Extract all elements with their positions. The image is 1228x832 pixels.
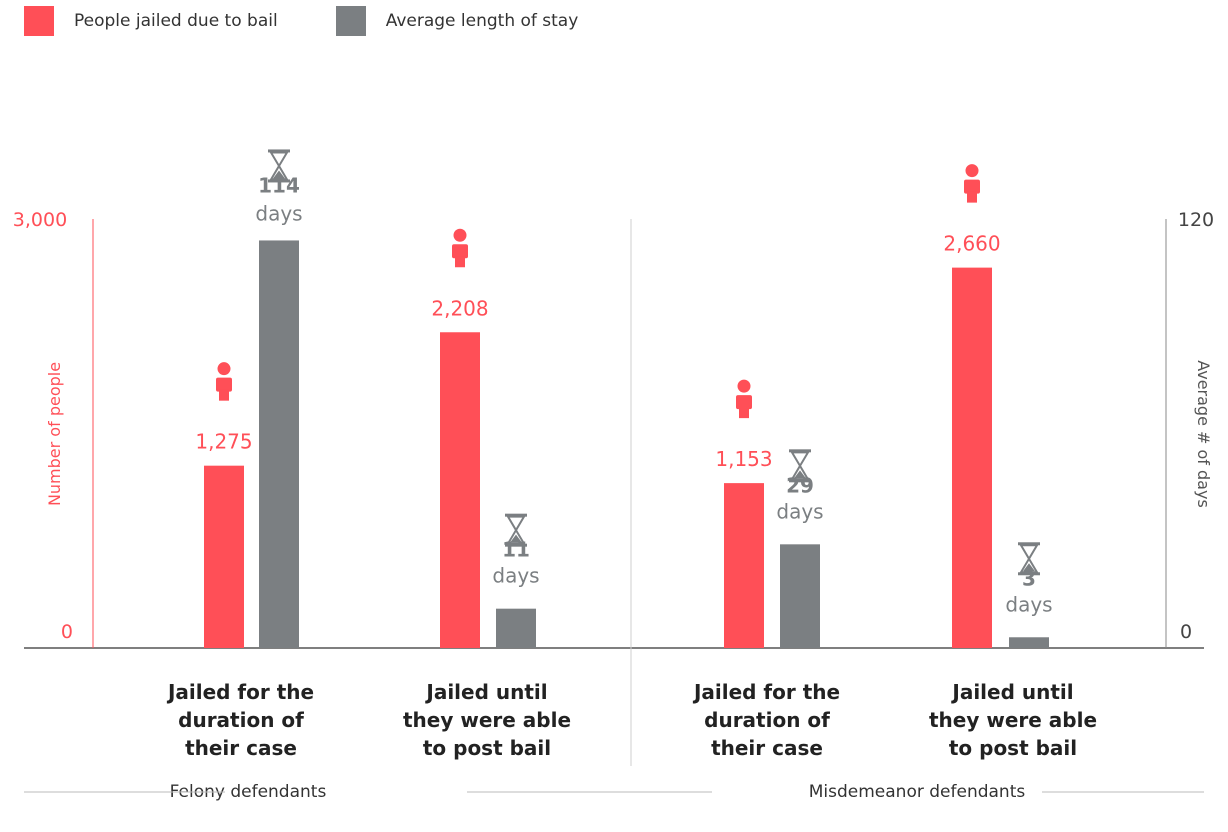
hourglass-icon — [794, 470, 806, 479]
hourglass-icon — [510, 534, 522, 543]
data-label-days-unit: days — [492, 564, 539, 588]
hourglass-icon — [789, 479, 811, 483]
y-right-tick-label: 120 — [1178, 209, 1214, 231]
person-icon — [967, 191, 977, 203]
bar-people — [952, 267, 992, 648]
hourglass-icon — [1018, 572, 1040, 576]
hourglass-icon — [1023, 563, 1035, 572]
y-right-tick-label: 0 — [1180, 621, 1192, 643]
bar-people — [204, 465, 244, 648]
category-label: Jailed for the — [692, 680, 840, 704]
group-label: Felony defendants — [170, 782, 327, 802]
y-axis-right-title: Average # of days — [1194, 360, 1213, 508]
legend-swatch-days — [335, 6, 366, 36]
legend-label-people: People jailed due to bail — [74, 11, 278, 31]
category-label: they were able — [403, 708, 571, 732]
bar-days — [259, 240, 299, 648]
person-icon — [219, 389, 229, 401]
category-label: to post bail — [949, 736, 1077, 760]
hourglass-icon — [789, 449, 811, 453]
category-label: Jailed until — [950, 680, 1073, 704]
hourglass-icon — [1019, 544, 1039, 574]
person-icon — [455, 256, 465, 268]
category-label: they were able — [929, 708, 1097, 732]
data-label-days-unit: days — [1005, 592, 1052, 616]
person-icon — [452, 244, 468, 259]
data-label-people: 2,208 — [431, 296, 488, 320]
data-label-days-unit: days — [255, 201, 302, 225]
y-left-tick-label: 3,000 — [13, 209, 67, 231]
person-icon — [217, 362, 231, 376]
person-icon — [453, 228, 467, 242]
legend-item-people: People jailed due to bail — [24, 6, 278, 36]
category-label: their case — [185, 736, 297, 760]
person-icon — [736, 395, 752, 410]
category-label: their case — [711, 736, 823, 760]
hourglass-icon — [505, 513, 527, 517]
hourglass-icon — [1018, 542, 1040, 546]
bar-people — [440, 332, 480, 648]
group-label: Misdemeanor defendants — [809, 782, 1026, 802]
category-label: Jailed for the — [166, 680, 314, 704]
bar-days — [1009, 637, 1049, 648]
category-label: duration of — [178, 708, 304, 732]
person-icon — [964, 179, 980, 194]
hourglass-icon — [268, 149, 290, 153]
category-label: Jailed until — [424, 680, 547, 704]
data-label-days-unit: days — [776, 499, 823, 523]
legend-swatch-people — [24, 6, 54, 36]
legend: People jailed due to bail Average length… — [24, 6, 636, 36]
data-label-people: 1,153 — [715, 447, 772, 471]
y-axis-left-title: Number of people — [45, 362, 64, 506]
legend-label-days: Average length of stay — [385, 11, 579, 31]
hourglass-icon — [273, 170, 285, 179]
category-label: duration of — [704, 708, 830, 732]
person-icon — [216, 377, 232, 392]
hourglass-icon — [790, 451, 810, 481]
bar-days — [780, 544, 820, 648]
person-icon — [965, 164, 979, 178]
hourglass-icon — [505, 543, 527, 547]
category-label: to post bail — [423, 736, 551, 760]
legend-item-days: Average length of stay — [335, 6, 579, 36]
hourglass-icon — [268, 179, 290, 183]
hourglass-icon — [506, 515, 526, 545]
hourglass-icon — [269, 151, 289, 181]
data-label-people: 2,660 — [943, 232, 1000, 256]
y-left-tick-label: 0 — [61, 621, 73, 643]
person-icon — [739, 407, 749, 419]
person-icon — [737, 379, 751, 393]
bar-people — [724, 483, 764, 648]
bar-days — [496, 608, 536, 648]
data-label-people: 1,275 — [195, 430, 252, 454]
